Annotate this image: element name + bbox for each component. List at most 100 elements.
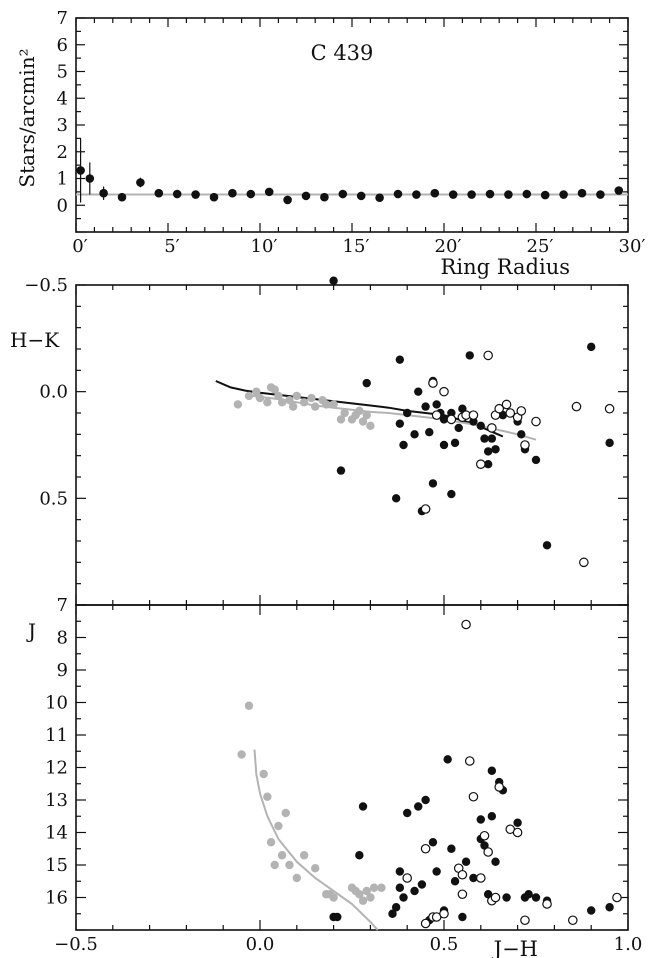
density-point: [209, 192, 219, 202]
color-color-point: [428, 378, 438, 388]
color-color-point: [244, 391, 254, 401]
color-color-point: [285, 396, 294, 405]
cmd-point: [358, 802, 368, 811]
color-color-point: [288, 402, 298, 411]
cmd-xlabel: J−H: [492, 937, 538, 958]
cmd-y-tick-label: 8: [57, 628, 68, 649]
color-color-point: [605, 438, 614, 448]
color-color-point: [587, 342, 596, 352]
color-color-point: [475, 459, 486, 469]
color-color-point: [505, 408, 516, 418]
color-color-point: [454, 423, 463, 433]
cmd-point: [447, 844, 456, 853]
color-color-point: [395, 355, 405, 364]
density-ylabel: Stars/arcmin²: [15, 48, 39, 187]
color-color-point: [403, 408, 412, 418]
color-color-point: [487, 434, 497, 443]
cmd-point: [377, 883, 386, 892]
cmd-point: [402, 873, 412, 883]
density-point: [614, 186, 624, 195]
cmd-point: [420, 843, 431, 854]
density-point: [485, 189, 495, 199]
color-color-point: [517, 430, 526, 439]
cmd-point: [237, 750, 246, 759]
color-color-ticks: −0.5 0.0 0.5: [24, 275, 629, 606]
cmd-point: [483, 847, 493, 857]
density-point: [154, 188, 164, 198]
color-color-y-tick-label: 0.0: [39, 382, 68, 403]
color-color-point: [311, 402, 320, 411]
cmd-y-tick-label: 7: [57, 595, 68, 616]
color-color-point: [468, 410, 479, 420]
cmd-point: [263, 792, 272, 801]
color-color-y-tick-label: −0.5: [24, 275, 68, 296]
density-y-tick-label: 1: [57, 169, 68, 190]
cmd-point: [487, 812, 497, 821]
density-point: [264, 187, 274, 197]
cmd-point: [512, 827, 523, 838]
color-color-point: [446, 414, 457, 425]
color-color-point: [439, 440, 449, 450]
color-color-point: [399, 440, 408, 450]
cmd-curves: [253, 749, 379, 931]
color-color-point: [579, 557, 589, 568]
cmd-point: [366, 893, 375, 902]
color-color-point: [494, 403, 504, 414]
cmd-point: [395, 867, 405, 876]
color-color-point: [476, 421, 485, 430]
cmd-point: [355, 890, 364, 899]
color-color-curves: [215, 380, 537, 441]
color-color-point: [322, 400, 331, 409]
color-color-point: [542, 541, 552, 550]
cmd-point: [329, 893, 338, 902]
color-color-point: [421, 402, 430, 411]
color-color-point: [516, 406, 527, 416]
color-color-point: [483, 460, 493, 469]
cmd-x-tick-label: 0.0: [246, 934, 275, 955]
isochrone-curve: [253, 749, 379, 931]
density-data: [76, 138, 628, 205]
cmd-point: [244, 701, 254, 710]
density-point: [467, 190, 476, 199]
cmd-point: [494, 782, 504, 792]
color-color-point: [362, 410, 371, 420]
color-color-point: [428, 479, 438, 488]
color-color-point: [604, 403, 615, 414]
density-y-tick-label: 6: [57, 35, 68, 56]
cmd-point: [414, 802, 423, 811]
cmd-panel: −0.5 0.0 0.5 1.0 7 8 9 10 11 12 13 14 15 16 J J−H: [26, 595, 642, 958]
density-point: [448, 190, 458, 199]
cmd-point: [458, 912, 467, 922]
color-color-point: [307, 393, 316, 403]
cmd-y-tick-label: 15: [45, 855, 68, 876]
color-color-point: [362, 378, 371, 388]
color-color-point: [340, 408, 349, 418]
density-x-tick-label: 0′: [72, 236, 88, 257]
cmd-point: [369, 883, 379, 892]
density-x-tick-label: 5′: [164, 236, 180, 257]
cmd-point: [285, 860, 294, 870]
cmd-point: [469, 873, 478, 883]
cmd-point: [277, 851, 287, 860]
cmd-point: [531, 893, 541, 902]
color-color-point: [414, 387, 423, 396]
density-point: [504, 190, 513, 199]
cmd-x-tick-label: 0.5: [430, 934, 459, 955]
color-color-point: [263, 398, 272, 407]
cmd-point: [605, 903, 614, 912]
cmd-point: [391, 903, 401, 912]
cmd-point: [311, 864, 320, 873]
cmd-point: [468, 791, 479, 802]
cmd-point: [461, 857, 471, 866]
cmd-data: [237, 619, 622, 929]
color-color-point: [329, 400, 338, 409]
cmd-y-tick-label: 12: [45, 758, 68, 779]
cmd-point: [490, 892, 501, 903]
cmd-point: [388, 909, 397, 918]
color-color-point: [501, 399, 512, 410]
color-color-data: [233, 276, 615, 568]
color-color-point: [329, 276, 338, 285]
density-panel: 0′ 5′ 10′ 15′ 20′ 25′ 30′ 0 1 2 3 4 5 6 7 C 439 Ring R…: [15, 8, 646, 279]
color-color-point: [531, 416, 541, 427]
density-point: [246, 189, 256, 199]
